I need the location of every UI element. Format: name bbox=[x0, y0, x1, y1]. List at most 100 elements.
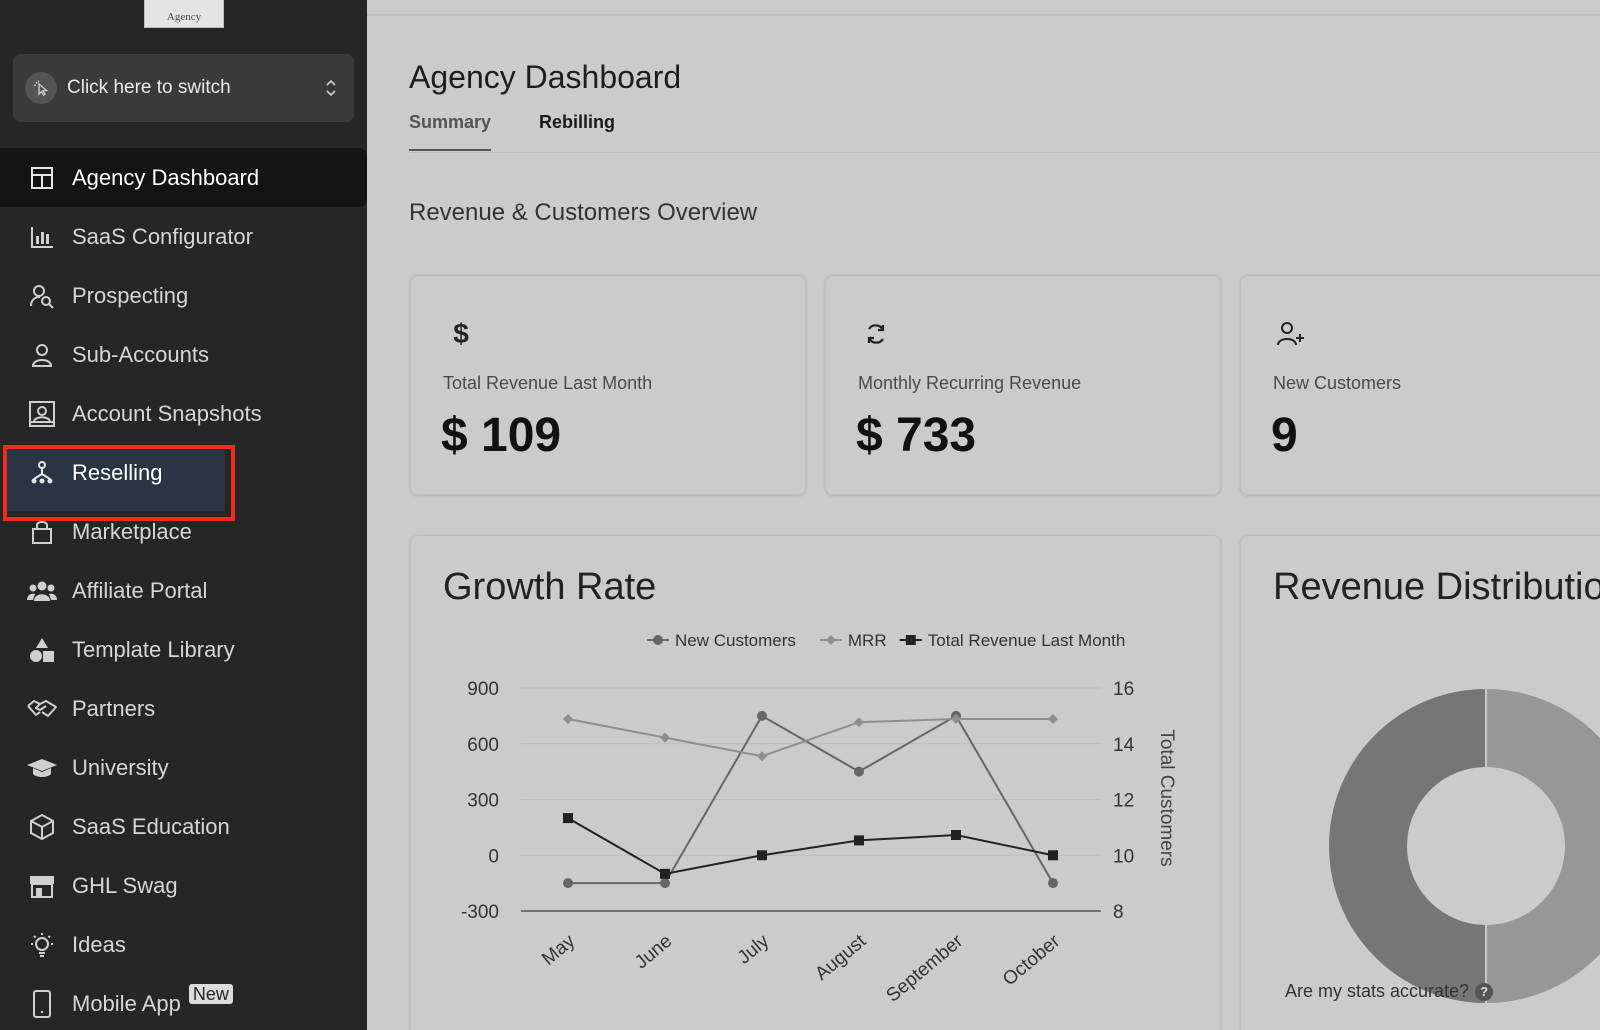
stat-value: $ 733 bbox=[856, 409, 977, 462]
mobile-icon bbox=[26, 988, 58, 1020]
data-point bbox=[563, 813, 573, 824]
reselling-icon bbox=[26, 457, 58, 489]
handshake-icon bbox=[26, 693, 58, 725]
stat-card-total-revenue: $ Total Revenue Last Month $ 109 bbox=[410, 275, 806, 495]
dollar-icon: $ bbox=[441, 314, 481, 354]
user-search-icon bbox=[26, 280, 58, 312]
users-icon bbox=[26, 575, 58, 607]
data-point bbox=[660, 878, 670, 889]
data-point bbox=[951, 714, 961, 725]
data-point bbox=[1048, 878, 1058, 889]
sidebar-item-label: SaaS Configurator bbox=[72, 223, 253, 249]
x-tick-label: May bbox=[538, 930, 579, 969]
data-point bbox=[854, 835, 864, 846]
sidebar-item-university[interactable]: University bbox=[0, 738, 367, 797]
logo-text: Agency bbox=[166, 11, 202, 23]
highlight-box bbox=[3, 445, 235, 521]
sidebar-item-account-snapshots[interactable]: Account Snapshots bbox=[0, 384, 367, 443]
section-title: Revenue & Customers Overview bbox=[409, 199, 758, 226]
tab-rebilling[interactable]: Rebilling bbox=[539, 112, 616, 132]
legend-label: Total Revenue Last Month bbox=[928, 631, 1126, 650]
sidebar-item-label: Account Snapshots bbox=[72, 400, 262, 426]
stat-card-new-customers: New Customers 9 bbox=[1240, 275, 1600, 495]
tab-divider bbox=[409, 152, 1600, 153]
distribution-title: Revenue Distribution bbox=[1273, 566, 1600, 608]
sidebar-item-affiliate-portal[interactable]: Affiliate Portal bbox=[0, 561, 367, 620]
sidebar-item-label: GHL Swag bbox=[72, 872, 178, 898]
sidebar-item-label: Reselling bbox=[72, 459, 163, 485]
main-content: Agency Dashboard Summary Rebilling Reven… bbox=[367, 0, 1600, 1030]
bar-chart-icon bbox=[26, 221, 58, 253]
y-left-tick-label: 300 bbox=[467, 791, 499, 812]
data-point bbox=[757, 850, 767, 861]
sidebar-item-partners[interactable]: Partners bbox=[0, 679, 367, 738]
y-right-tick-label: 16 bbox=[1113, 679, 1134, 700]
sidebar-item-agency-dashboard[interactable]: Agency Dashboard bbox=[0, 148, 367, 207]
stat-label: New Customers bbox=[1273, 373, 1402, 393]
legend-label: MRR bbox=[848, 631, 887, 650]
sidebar-item-template-library[interactable]: Template Library bbox=[0, 620, 367, 679]
sidebar-item-label: University bbox=[72, 754, 169, 780]
chevron-up-down-icon bbox=[326, 79, 336, 97]
snapshot-icon bbox=[26, 398, 58, 430]
stat-label: Total Revenue Last Month bbox=[443, 373, 653, 393]
sidebar-item-sub-accounts[interactable]: Sub-Accounts bbox=[0, 325, 367, 384]
sidebar-item-label: Ideas bbox=[72, 931, 126, 957]
y-right-axis-label: Total Customers bbox=[1156, 729, 1177, 866]
sidebar-item-prospecting[interactable]: Prospecting bbox=[0, 266, 367, 325]
sidebar-item-label: Affiliate Portal bbox=[72, 577, 208, 603]
sidebar-item-label: Agency Dashboard bbox=[72, 164, 260, 190]
revenue-donut-chart bbox=[1327, 686, 1600, 1006]
legend-marker bbox=[653, 635, 663, 645]
stat-value: $ 109 bbox=[441, 409, 562, 462]
y-left-tick-label: -300 bbox=[461, 902, 499, 923]
refresh-icon bbox=[856, 314, 896, 354]
stats-accuracy-text: Are my stats accurate? bbox=[1285, 981, 1470, 1001]
stat-value: 9 bbox=[1271, 409, 1298, 462]
lightbulb-icon bbox=[26, 929, 58, 961]
growth-title: Growth Rate bbox=[443, 566, 657, 608]
sidebar-item-label: Sub-Accounts bbox=[72, 341, 209, 367]
graduation-cap-icon bbox=[26, 752, 58, 784]
page-title: Agency Dashboard bbox=[409, 59, 682, 95]
sidebar-nav: Agency Dashboard SaaS Configurator Prosp… bbox=[0, 148, 367, 1030]
data-point bbox=[757, 751, 767, 762]
y-right-tick-label: 14 bbox=[1113, 735, 1135, 756]
user-icon bbox=[26, 339, 58, 371]
sidebar-item-label: Marketplace bbox=[72, 518, 192, 544]
box-icon bbox=[26, 811, 58, 843]
data-point bbox=[854, 717, 864, 728]
sidebar-item-ideas[interactable]: Ideas bbox=[0, 915, 367, 974]
series-line bbox=[568, 714, 1054, 885]
legend-marker bbox=[825, 635, 836, 645]
stats-accuracy-link[interactable]: Are my stats accurate? ? bbox=[1285, 981, 1494, 1002]
agency-logo[interactable]: Agency bbox=[144, 0, 224, 28]
account-switcher[interactable]: Click here to switch bbox=[13, 54, 354, 122]
growth-rate-card: Growth Rate 900 600 300 0 -300 16 14 12 10 8 Total… bbox=[410, 535, 1221, 1030]
data-point bbox=[660, 732, 670, 743]
donut-slice[interactable] bbox=[1485, 686, 1600, 1006]
sidebar-item-reselling[interactable]: Reselling bbox=[0, 443, 367, 521]
data-point bbox=[757, 710, 767, 721]
sidebar-item-label: Partners bbox=[72, 695, 156, 721]
x-tick-label: August bbox=[811, 930, 870, 985]
shopping-bag-icon bbox=[26, 516, 58, 548]
help-icon[interactable]: ? bbox=[1475, 982, 1494, 1001]
sidebar-item-mobile-app[interactable]: Mobile App New bbox=[0, 974, 367, 1030]
sidebar-item-saas-configurator[interactable]: SaaS Configurator bbox=[0, 207, 367, 266]
tab-bar: Summary Rebilling bbox=[409, 112, 663, 151]
store-icon bbox=[26, 870, 58, 902]
stat-card-mrr: Monthly Recurring Revenue $ 733 bbox=[825, 275, 1221, 495]
switcher-label: Click here to switch bbox=[67, 77, 231, 98]
sidebar-item-marketplace[interactable]: Marketplace bbox=[0, 502, 367, 561]
donut-slice[interactable] bbox=[1327, 686, 1487, 1006]
sidebar-item-ghl-swag[interactable]: GHL Swag bbox=[0, 856, 367, 915]
sidebar-item-label: Mobile App bbox=[72, 990, 181, 1016]
y-left-tick-label: 600 bbox=[467, 735, 499, 756]
sidebar-item-label: Prospecting bbox=[72, 282, 189, 308]
sidebar-item-saas-education[interactable]: SaaS Education bbox=[0, 797, 367, 856]
user-plus-icon bbox=[1271, 314, 1311, 354]
sidebar: Agency Click here to switch Agency Dashb… bbox=[0, 0, 367, 1030]
pointer-click-icon bbox=[25, 72, 57, 104]
tab-summary[interactable]: Summary bbox=[409, 112, 492, 151]
